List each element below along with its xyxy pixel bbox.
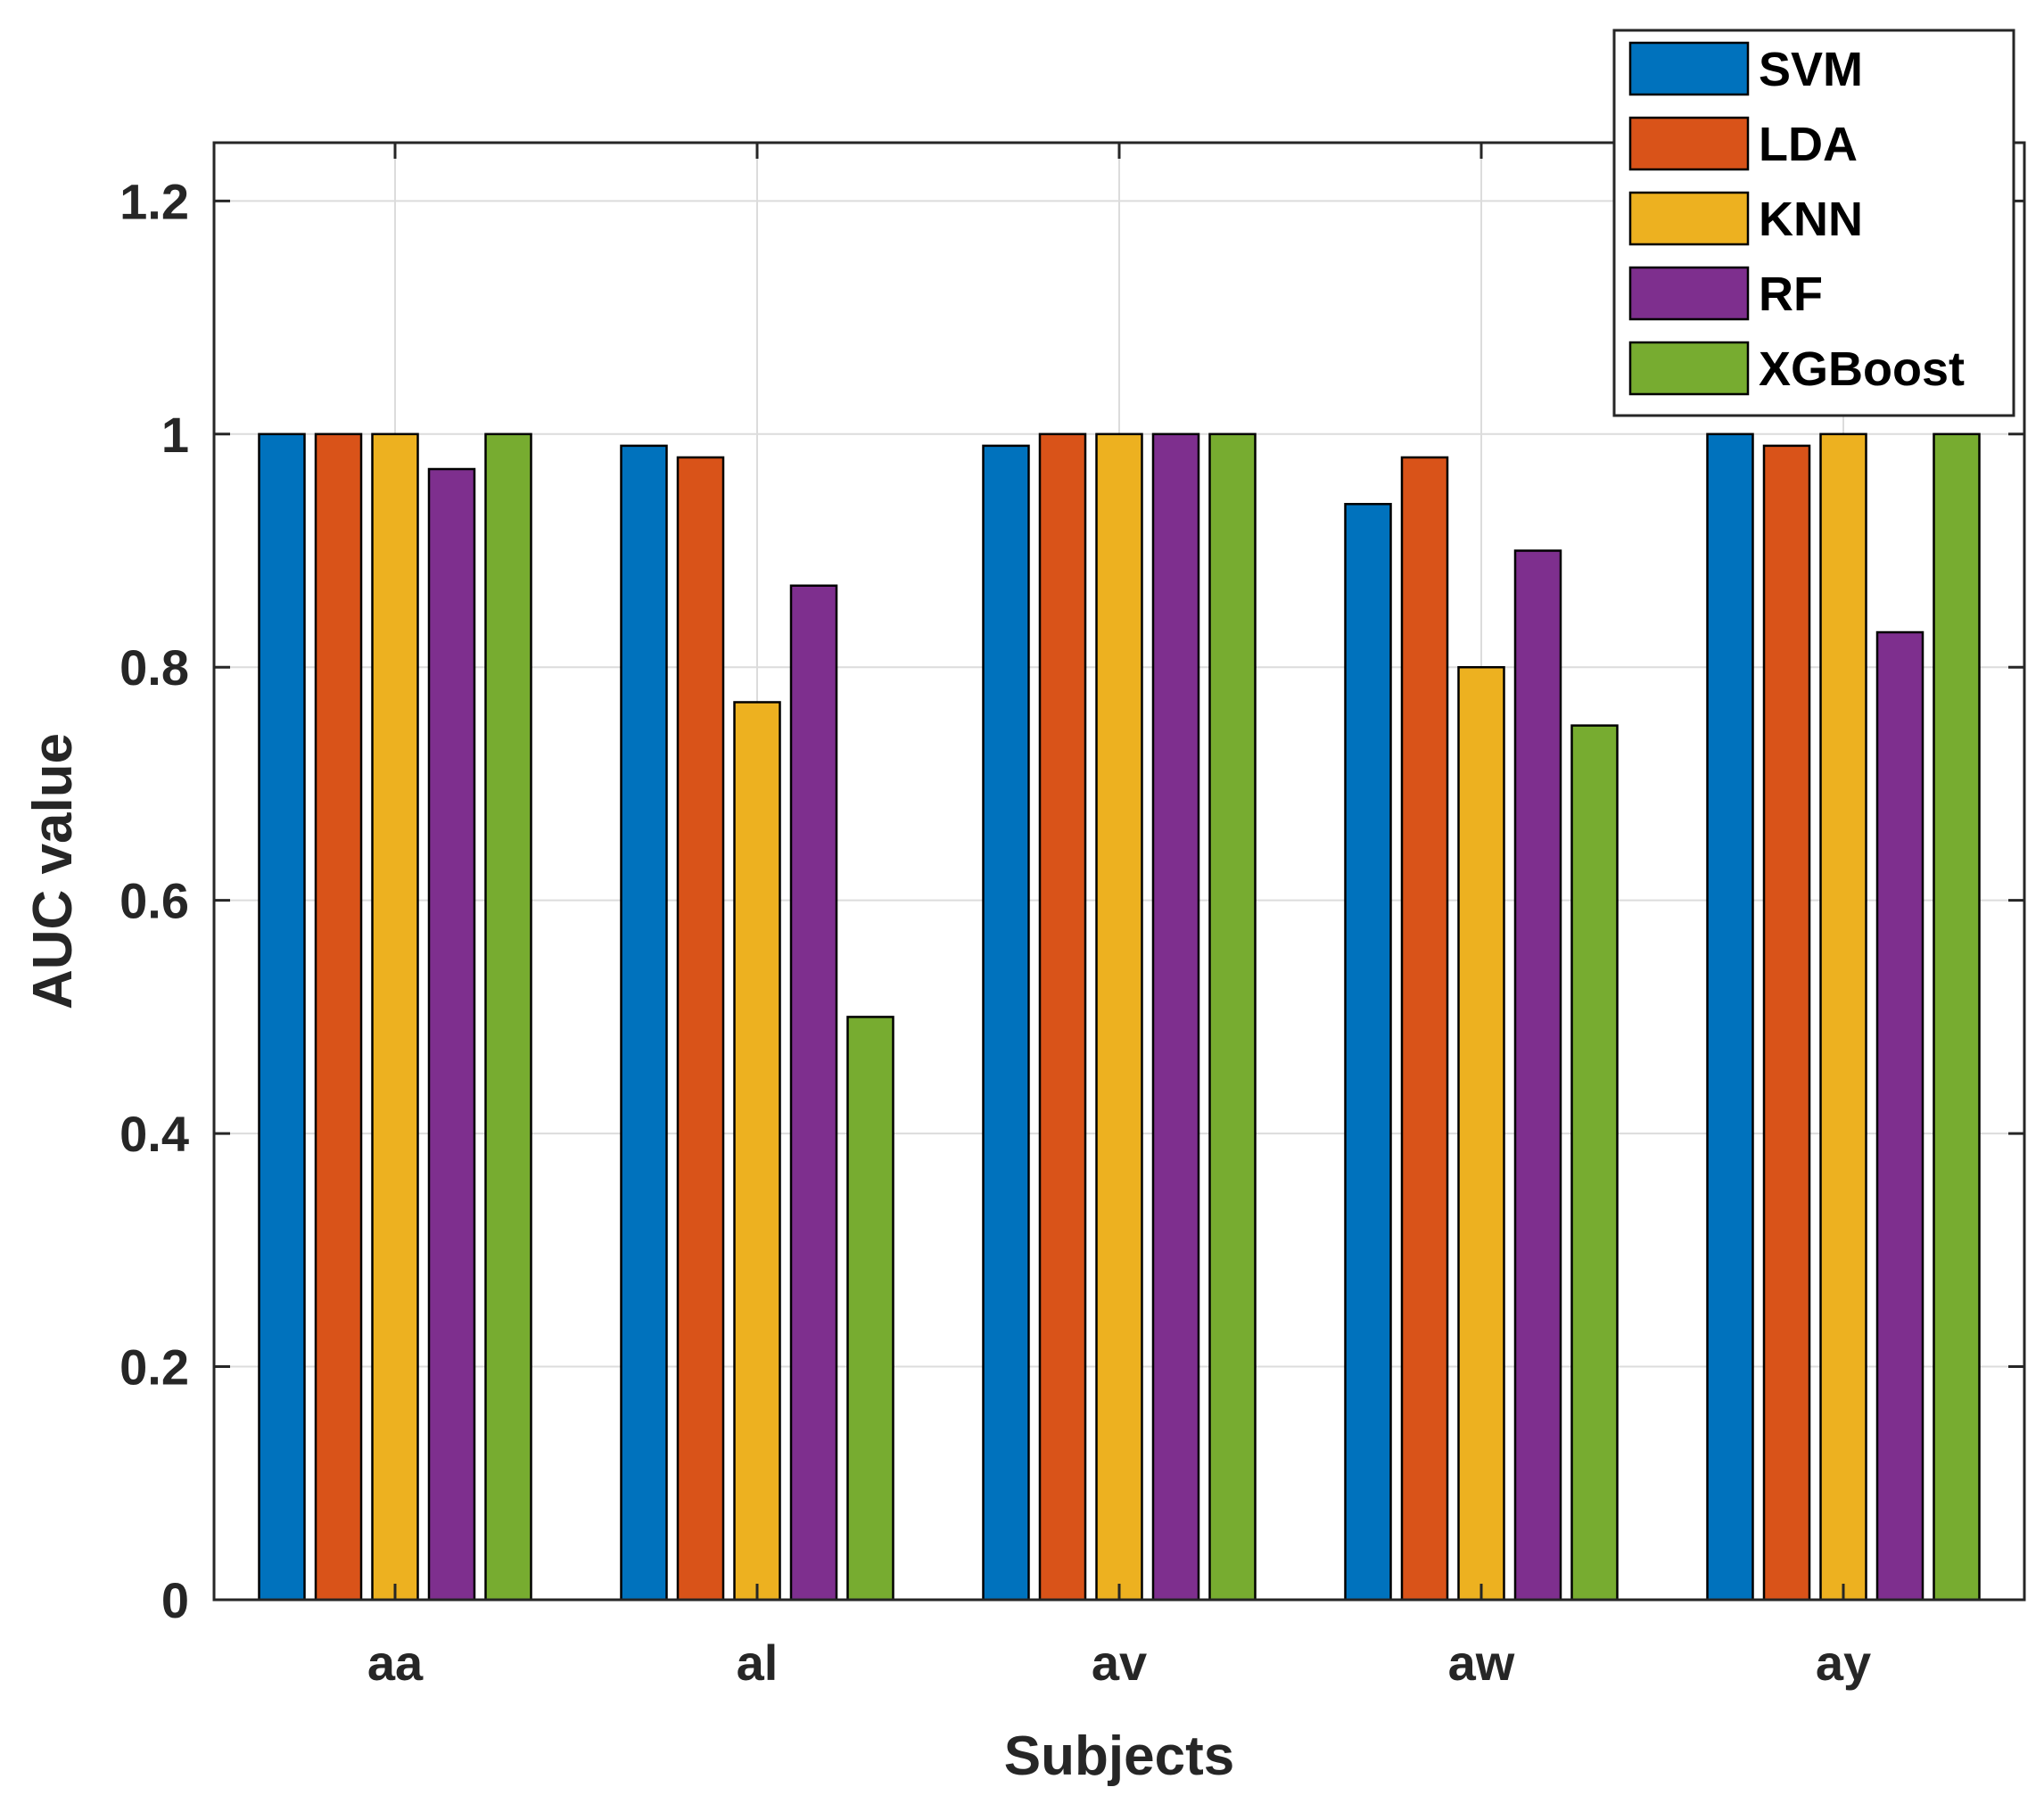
legend-label-xgboost: XGBoost — [1759, 342, 1965, 396]
bar-svm-al — [620, 444, 668, 1602]
x-axis-title: Subjects — [1004, 1726, 1234, 1787]
legend-label-knn: KNN — [1759, 193, 1863, 246]
bar-knn-aa — [371, 432, 419, 1602]
bar-rf-av — [1151, 432, 1200, 1602]
x-tick-label: av — [1092, 1635, 1147, 1691]
bar-lda-av — [1038, 432, 1087, 1602]
legend: SVM LDA KNN RF XGBoost — [1612, 29, 2015, 417]
y-tick-label: 1.2 — [120, 173, 189, 229]
x-tick-label: ay — [1816, 1635, 1871, 1691]
bar-xgboost-av — [1208, 432, 1257, 1602]
legend-swatch-svm — [1628, 41, 1750, 96]
bar-knn-aw — [1457, 665, 1505, 1602]
bar-svm-aw — [1344, 502, 1392, 1602]
bar-xgboost-al — [846, 1016, 894, 1602]
bar-rf-ay — [1875, 630, 1924, 1602]
bar-knn-al — [733, 701, 781, 1602]
x-axis-ticks: aa al av aw ay — [367, 143, 1871, 1691]
y-tick-label: 0 — [161, 1572, 189, 1628]
bar-rf-aw — [1513, 549, 1562, 1602]
x-tick-label: aa — [367, 1635, 424, 1691]
y-tick-label: 0.4 — [120, 1106, 189, 1162]
legend-swatch-rf — [1628, 266, 1750, 321]
bar-rf-al — [789, 584, 838, 1602]
y-tick-label: 0.2 — [120, 1339, 189, 1396]
legend-label-rf: RF — [1759, 268, 1823, 321]
legend-items: SVM LDA KNN RF XGBoost — [1628, 41, 1965, 396]
bar-lda-aw — [1400, 456, 1449, 1602]
bar-svm-av — [982, 444, 1030, 1602]
bar-knn-av — [1095, 432, 1143, 1602]
y-axis-ticks: 0 0.2 0.4 0.6 0.8 1 1.2 — [120, 173, 2024, 1628]
bar-xgboost-aw — [1570, 724, 1619, 1602]
bar-xgboost-ay — [1933, 432, 1981, 1602]
bar-lda-al — [676, 456, 725, 1602]
x-tick-label: aw — [1448, 1635, 1515, 1691]
bar-svm-aa — [258, 432, 306, 1602]
legend-label-svm: SVM — [1759, 43, 1863, 96]
bar-rf-aa — [427, 467, 476, 1602]
legend-swatch-xgboost — [1628, 341, 1750, 396]
legend-swatch-lda — [1628, 116, 1750, 171]
x-tick-label: al — [737, 1635, 779, 1691]
bar-lda-ay — [1762, 444, 1811, 1602]
legend-swatch-knn — [1628, 191, 1750, 246]
bars — [258, 432, 1981, 1602]
y-tick-label: 0.8 — [120, 639, 189, 696]
bar-knn-ay — [1819, 432, 1867, 1602]
legend-label-lda: LDA — [1759, 118, 1858, 171]
y-tick-label: 1 — [161, 407, 189, 463]
y-tick-label: 0.6 — [120, 873, 189, 929]
bar-svm-ay — [1706, 432, 1754, 1602]
bar-xgboost-aa — [484, 432, 532, 1602]
bar-lda-aa — [314, 432, 363, 1602]
y-axis-title: AUC value — [22, 733, 84, 1009]
